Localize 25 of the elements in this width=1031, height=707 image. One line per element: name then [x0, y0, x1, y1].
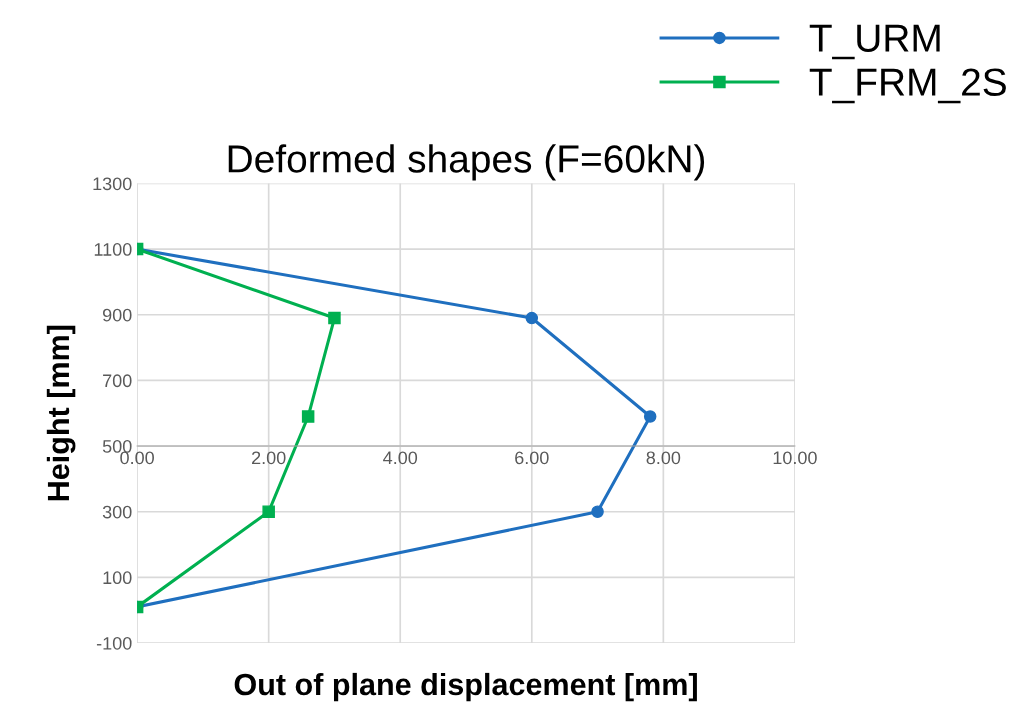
x-tick-label: 2.00: [252, 451, 286, 465]
legend-label: T_FRM_2S: [809, 68, 1006, 104]
x-tick-label: 6.00: [515, 451, 549, 465]
y-tick-label: 500: [102, 440, 132, 453]
x-tick-label: 0.00: [120, 451, 154, 465]
y-tick-label: 300: [102, 505, 132, 519]
x-axis-title: Out of plane displacement [mm]: [234, 672, 697, 702]
point: [525, 311, 539, 325]
legend-label: T_URM: [809, 24, 940, 60]
point: [301, 410, 315, 423]
y-tick-label: 700: [103, 374, 132, 388]
y-tick-label: 1100: [94, 243, 132, 256]
y-tick-label: 900: [102, 308, 132, 322]
y-tick-label: 1300: [93, 177, 132, 191]
point: [262, 505, 275, 518]
point: [328, 311, 341, 325]
y-tick-label: -100: [96, 636, 132, 650]
y-axis-title: Height [mm]: [46, 325, 76, 501]
point: [643, 410, 657, 423]
x-tick-label: 4.00: [383, 451, 418, 465]
x-tick-label: 10.00: [773, 451, 817, 465]
point: [591, 505, 604, 518]
x-tick-label: 8.00: [646, 451, 681, 465]
chart-title: Deformed shapes (F=60kN): [228, 144, 705, 181]
y-tick-label: 100: [103, 571, 132, 585]
